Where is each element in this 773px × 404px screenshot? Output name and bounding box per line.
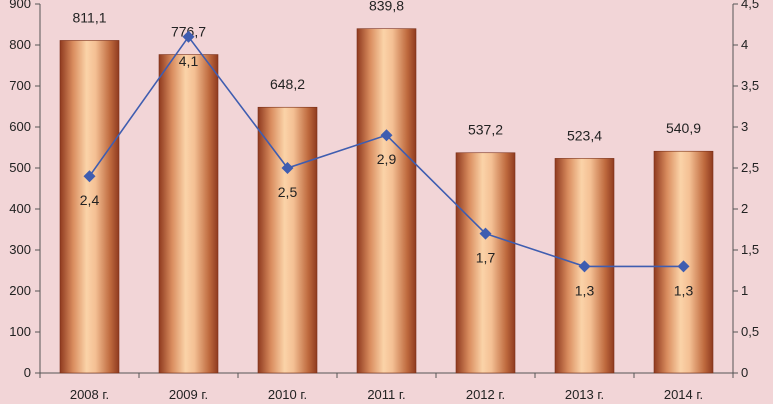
line-marker bbox=[380, 129, 393, 142]
right-tick-label: 0,5 bbox=[741, 324, 759, 339]
left-tick-label: 200 bbox=[9, 283, 31, 298]
bar-value-label: 537,2 bbox=[468, 122, 503, 138]
category-label: 2012 г. bbox=[466, 387, 505, 402]
line-value-label: 2,5 bbox=[278, 184, 298, 200]
plot-area: 0 100 200 300 400 500 600 700 800 900 0 0,5 1 1,5 2 2,5… bbox=[9, 0, 759, 402]
category-label: 2009 г. bbox=[169, 387, 208, 402]
right-tick-label: 2 bbox=[741, 201, 748, 216]
line-value-label: 2,4 bbox=[80, 192, 100, 208]
right-tick-label: 1 bbox=[741, 283, 748, 298]
line-value-label: 1,3 bbox=[674, 282, 694, 298]
category-label: 2010 г. bbox=[268, 387, 307, 402]
line-marker bbox=[578, 260, 591, 273]
bar-value-label: 811,1 bbox=[73, 9, 107, 25]
line-value-label: 1,3 bbox=[575, 282, 595, 298]
right-tick-label: 2,5 bbox=[741, 160, 759, 175]
left-tick-label: 500 bbox=[9, 160, 31, 175]
line-marker bbox=[677, 260, 690, 273]
left-tick-label: 700 bbox=[9, 78, 31, 93]
bar-value-label: 648,2 bbox=[270, 76, 305, 92]
line-marker bbox=[479, 227, 492, 240]
bar-value-label: 839,8 bbox=[369, 0, 404, 14]
category-label: 2013 г. bbox=[565, 387, 604, 402]
left-tick-label: 300 bbox=[9, 242, 31, 257]
line-value-label: 1,7 bbox=[476, 250, 496, 266]
right-tick-label: 3,5 bbox=[741, 78, 759, 93]
bar bbox=[59, 40, 120, 374]
line-value-label: 2,9 bbox=[377, 151, 397, 167]
category-label: 2014 г. bbox=[664, 387, 703, 402]
bar bbox=[257, 106, 318, 374]
line-marker bbox=[83, 170, 96, 183]
right-tick-label: 3 bbox=[741, 119, 748, 134]
category-label: 2011 г. bbox=[367, 387, 405, 402]
right-tick-label: 1,5 bbox=[741, 242, 759, 257]
right-tick-label: 4,5 bbox=[741, 0, 759, 11]
bar bbox=[158, 54, 219, 374]
left-tick-label: 100 bbox=[9, 324, 31, 339]
left-tick-label: 0 bbox=[24, 365, 31, 380]
bar bbox=[455, 152, 516, 374]
bar-value-label: 540,9 bbox=[666, 120, 701, 136]
line-value-label: 4,1 bbox=[179, 53, 199, 69]
left-tick-label: 600 bbox=[9, 119, 31, 134]
left-tick-label: 900 bbox=[9, 0, 31, 11]
left-tick-label: 800 bbox=[9, 37, 31, 52]
left-tick-label: 400 bbox=[9, 201, 31, 216]
line-marker bbox=[182, 30, 195, 43]
line-marker bbox=[281, 162, 294, 174]
bar-value-label: 523,4 bbox=[567, 127, 602, 143]
category-label: 2008 г. bbox=[70, 387, 109, 402]
right-tick-label: 4 bbox=[741, 37, 748, 52]
right-tick-label: 0 bbox=[741, 365, 748, 380]
bar bbox=[356, 28, 417, 374]
